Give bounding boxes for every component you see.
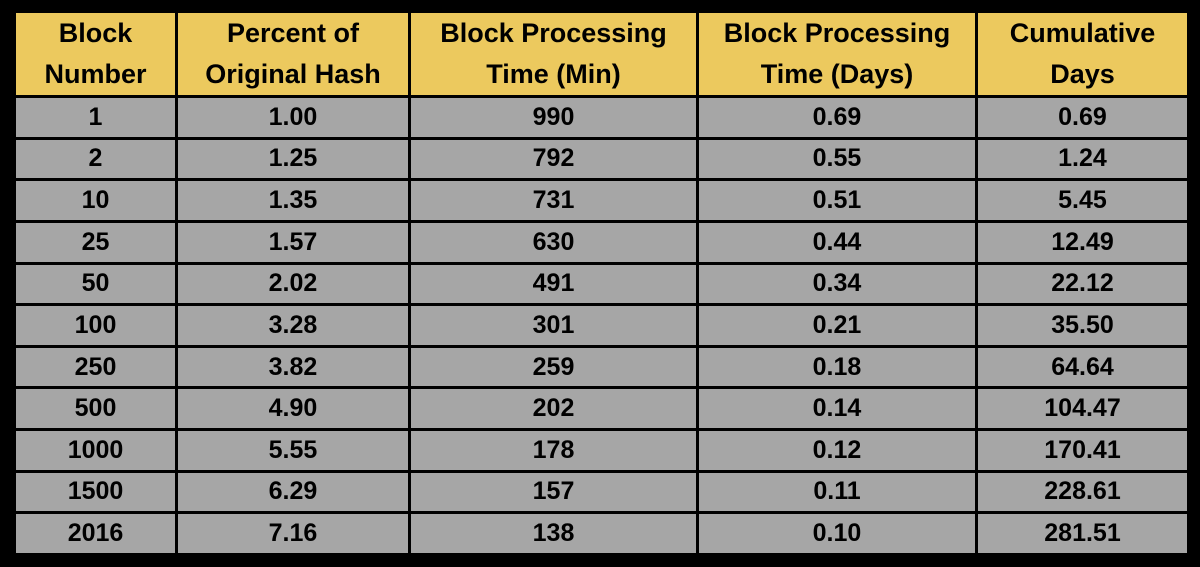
header-line-2: Time (Days): [760, 59, 914, 89]
cell-processing-time-days: 0.12: [699, 431, 975, 470]
cell-cumulative-days: 0.69: [978, 98, 1187, 137]
cell-cumulative-days: 170.41: [978, 431, 1187, 470]
table-row: 2016 7.16 138 0.10 281.51: [16, 514, 1187, 553]
cell-block-number: 100: [16, 306, 175, 345]
cell-processing-time-min: 202: [411, 389, 696, 428]
cell-cumulative-days: 35.50: [978, 306, 1187, 345]
cell-percent-original-hash: 3.28: [178, 306, 408, 345]
cell-processing-time-min: 630: [411, 222, 696, 262]
cell-block-number: 1500: [16, 472, 175, 512]
cell-cumulative-days: 1.24: [978, 139, 1187, 179]
cell-cumulative-days: 228.61: [978, 472, 1187, 512]
cell-processing-time-days: 0.21: [699, 306, 975, 345]
cell-processing-time-min: 157: [411, 472, 696, 512]
cell-percent-original-hash: 7.16: [178, 514, 408, 553]
table-row: 250 3.82 259 0.18 64.64: [16, 347, 1187, 387]
header-block-number: Block Number: [16, 13, 175, 95]
cell-block-number: 1: [16, 98, 175, 137]
table-container: Block Number Percent of Original Hash Bl…: [13, 10, 1187, 556]
cell-block-number: 50: [16, 264, 175, 304]
cell-cumulative-days: 281.51: [978, 514, 1187, 553]
table-row: 10 1.35 731 0.51 5.45: [16, 181, 1187, 220]
cell-processing-time-days: 0.18: [699, 347, 975, 387]
cell-processing-time-days: 0.34: [699, 264, 975, 304]
cell-block-number: 2016: [16, 514, 175, 553]
header-line-1: Block Processing: [440, 18, 667, 48]
table-row: 2 1.25 792 0.55 1.24: [16, 139, 1187, 179]
header-line-1: Percent of: [226, 18, 360, 48]
header-line-2: Days: [1050, 59, 1115, 89]
header-row: Block Number Percent of Original Hash Bl…: [16, 13, 1187, 95]
cell-cumulative-days: 22.12: [978, 264, 1187, 304]
header-processing-time-min: Block Processing Time (Min): [411, 13, 696, 95]
cell-block-number: 1000: [16, 431, 175, 470]
cell-cumulative-days: 64.64: [978, 347, 1187, 387]
table-row: 25 1.57 630 0.44 12.49: [16, 222, 1187, 262]
cell-percent-original-hash: 1.35: [178, 181, 408, 220]
cell-block-number: 25: [16, 222, 175, 262]
table-row: 100 3.28 301 0.21 35.50: [16, 306, 1187, 345]
cell-processing-time-min: 990: [411, 98, 696, 137]
header-processing-time-days: Block Processing Time (Days): [699, 13, 975, 95]
table-row: 500 4.90 202 0.14 104.47: [16, 389, 1187, 428]
cell-processing-time-days: 0.55: [699, 139, 975, 179]
cell-processing-time-days: 0.69: [699, 98, 975, 137]
cell-processing-time-min: 301: [411, 306, 696, 345]
cell-percent-original-hash: 5.55: [178, 431, 408, 470]
cell-percent-original-hash: 4.90: [178, 389, 408, 428]
cell-processing-time-days: 0.51: [699, 181, 975, 220]
table-row: 1 1.00 990 0.69 0.69: [16, 98, 1187, 137]
cell-cumulative-days: 104.47: [978, 389, 1187, 428]
header-line-1: Block: [58, 18, 133, 48]
table-row: 50 2.02 491 0.34 22.12: [16, 264, 1187, 304]
cell-processing-time-days: 0.11: [699, 472, 975, 512]
cell-processing-time-days: 0.10: [699, 514, 975, 553]
header-percent-original-hash: Percent of Original Hash: [178, 13, 408, 95]
cell-processing-time-min: 138: [411, 514, 696, 553]
cell-percent-original-hash: 2.02: [178, 264, 408, 304]
cell-processing-time-min: 731: [411, 181, 696, 220]
table-body: 1 1.00 990 0.69 0.69 2 1.25 792 0.55 1.24 10 1.35 73…: [16, 98, 1187, 553]
cell-processing-time-min: 491: [411, 264, 696, 304]
cell-percent-original-hash: 1.57: [178, 222, 408, 262]
data-table: Block Number Percent of Original Hash Bl…: [13, 10, 1190, 556]
header-line-2: Original Hash: [205, 59, 381, 89]
cell-processing-time-days: 0.14: [699, 389, 975, 428]
cell-percent-original-hash: 1.00: [178, 98, 408, 137]
cell-percent-original-hash: 1.25: [178, 139, 408, 179]
header-line-2: Number: [44, 59, 147, 89]
cell-block-number: 250: [16, 347, 175, 387]
cell-cumulative-days: 12.49: [978, 222, 1187, 262]
header-cumulative-days: Cumulative Days: [978, 13, 1187, 95]
cell-processing-time-min: 792: [411, 139, 696, 179]
cell-processing-time-min: 178: [411, 431, 696, 470]
cell-block-number: 500: [16, 389, 175, 428]
cell-processing-time-days: 0.44: [699, 222, 975, 262]
table-row: 1000 5.55 178 0.12 170.41: [16, 431, 1187, 470]
cell-percent-original-hash: 6.29: [178, 472, 408, 512]
header-line-1: Block Processing: [723, 18, 951, 48]
cell-block-number: 2: [16, 139, 175, 179]
cell-block-number: 10: [16, 181, 175, 220]
header-line-2: Time (Min): [486, 59, 621, 89]
cell-processing-time-min: 259: [411, 347, 696, 387]
cell-cumulative-days: 5.45: [978, 181, 1187, 220]
header-line-1: Cumulative: [1009, 18, 1156, 48]
table-row: 1500 6.29 157 0.11 228.61: [16, 472, 1187, 512]
cell-percent-original-hash: 3.82: [178, 347, 408, 387]
